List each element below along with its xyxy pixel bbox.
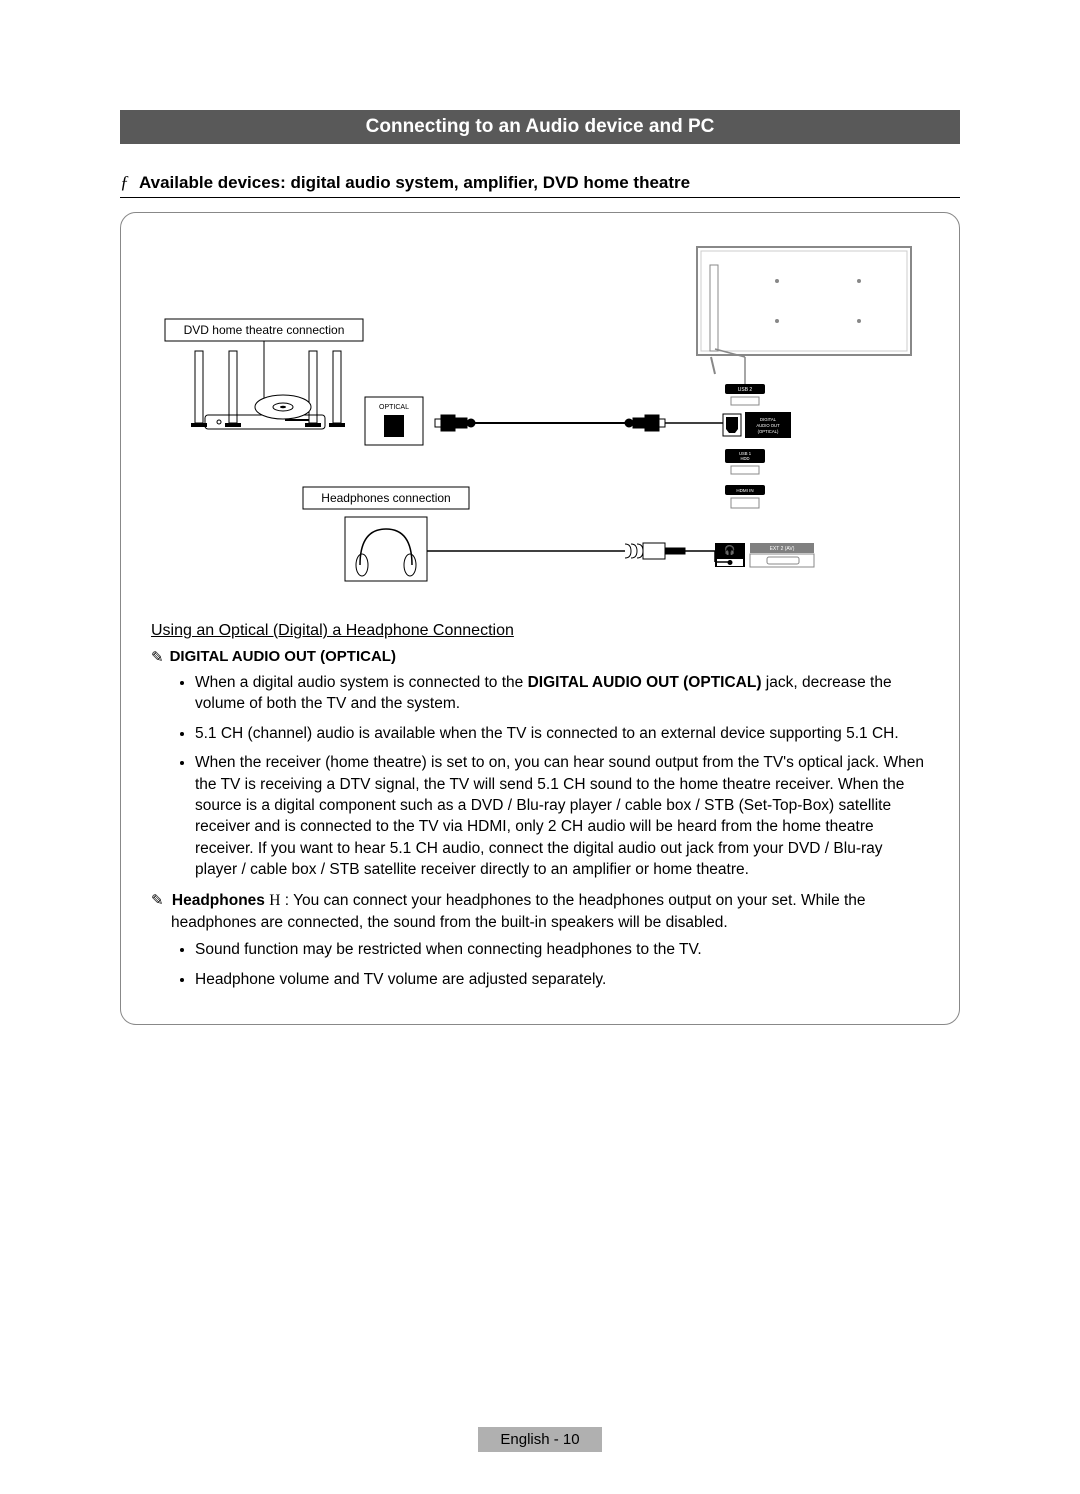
headphones-connection-label: Headphones connection: [321, 491, 450, 505]
svg-text:DIGITAL: DIGITAL: [760, 417, 777, 422]
footer-language: English: [500, 1431, 549, 1448]
port-usb2-label: USB 2: [738, 387, 753, 393]
digital-audio-note: ✎ DIGITAL AUDIO OUT (OPTICAL): [151, 648, 929, 666]
available-devices-row: ƒ Available devices: digital audio syste…: [120, 172, 960, 198]
headphones-symbol: H: [269, 892, 280, 909]
optical-port-icon: [723, 414, 741, 436]
digital-audio-out-label: DIGITAL AUDIO OUT (OPTICAL): [170, 648, 396, 665]
bullet-text: When the receiver (home theatre) is set …: [195, 754, 924, 878]
headphones-icon: [345, 517, 427, 581]
svg-text:(OPTICAL): (OPTICAL): [758, 429, 779, 434]
bullet-text: 5.1 CH (channel) audio is available when…: [195, 725, 899, 742]
available-devices-text: Available devices: digital audio system,…: [139, 173, 690, 193]
bullet-text: Sound function may be restricted when co…: [195, 941, 702, 958]
footer-page: 10: [563, 1431, 580, 1448]
home-theatre-icon: [191, 351, 345, 429]
check-icon: ƒ: [120, 172, 129, 193]
bullet-text: When a digital audio system is connected…: [195, 674, 892, 712]
bullet-text: Headphone volume and TV volume are adjus…: [195, 971, 606, 988]
port-ext2-label: EXT 2 (AV): [770, 546, 795, 552]
list-item: When a digital audio system is connected…: [195, 672, 929, 715]
svg-text:🎧: 🎧: [724, 544, 735, 555]
svg-text:AUDIO OUT: AUDIO OUT: [756, 423, 780, 428]
digital-audio-bullets: When a digital audio system is connected…: [151, 672, 929, 880]
list-item: 5.1 CH (channel) audio is available when…: [195, 723, 929, 744]
headphones-bullets: Sound function may be restricted when co…: [151, 939, 929, 990]
connection-diagram: USB 2 DIGITAL AUDIO OUT (OPTICAL) USB 1 …: [151, 239, 929, 599]
headphones-note: ✎ Headphones H : You can connect your he…: [151, 890, 929, 933]
port-hdmi-label: HDMI IN: [736, 488, 753, 493]
list-item: Headphone volume and TV volume are adjus…: [195, 969, 929, 990]
list-item: Sound function may be restricted when co…: [195, 939, 929, 960]
optical-box-label: OPTICAL: [379, 404, 409, 411]
section-banner: Connecting to an Audio device and PC: [120, 110, 960, 144]
optical-cable-icon: [435, 415, 723, 431]
page-footer: English - 10: [0, 1427, 1080, 1452]
optical-box-icon: OPTICAL: [365, 397, 423, 445]
list-item: When the receiver (home theatre) is set …: [195, 752, 929, 880]
port-panel: USB 2 DIGITAL AUDIO OUT (OPTICAL) USB 1 …: [715, 349, 791, 508]
side-panel: 🎧 EXT 2 (AV): [715, 543, 814, 567]
note-icon: ✎: [151, 892, 164, 909]
svg-text:HDD: HDD: [740, 456, 749, 461]
tv-back-icon: [697, 247, 911, 374]
note-icon: ✎: [151, 648, 164, 666]
headphone-cable-icon: [427, 543, 730, 562]
diagram-container: USB 2 DIGITAL AUDIO OUT (OPTICAL) USB 1 …: [120, 212, 960, 1025]
headphones-label: Headphones: [172, 892, 265, 909]
using-heading: Using an Optical (Digital) a Headphone C…: [151, 622, 929, 640]
dvd-connection-label: DVD home theatre connection: [184, 323, 345, 337]
footer-sep: -: [554, 1431, 559, 1448]
